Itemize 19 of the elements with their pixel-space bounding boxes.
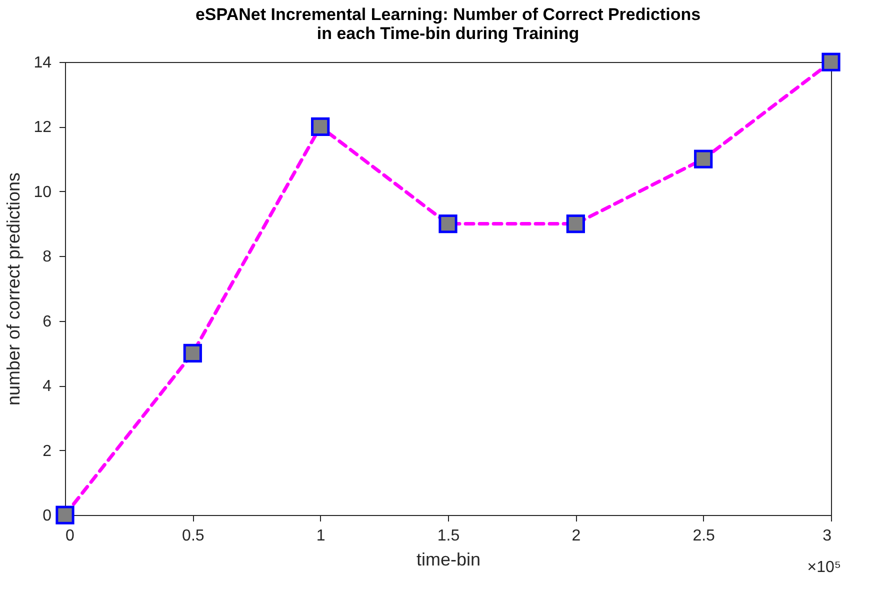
y-tick-label: 10 [34, 184, 52, 201]
x-tick-label: 2.5 [692, 528, 716, 544]
y-tick-label: 6 [42, 313, 52, 330]
y-tick-label: 12 [34, 119, 52, 136]
y-tick-label: 0 [42, 508, 52, 524]
x-tick-label: 1 [316, 528, 326, 544]
chart-title: eSPANet Incremental Learning: Number of Correct Predictions in each Time-bin during Training [195, 4, 701, 43]
y-axis-title: number of correct predictions [4, 172, 24, 406]
x-tick-label: 1.5 [437, 528, 460, 544]
y-tick-label: 4 [42, 378, 52, 396]
y-tick-label: 8 [42, 248, 52, 266]
x-tick-label: 3 [822, 528, 832, 544]
x-tick-label: 2 [572, 528, 581, 544]
x-tick-label: 0 [66, 528, 74, 544]
x-tick-label: 0.5 [182, 528, 204, 544]
y-tick-label: 14 [34, 54, 52, 72]
text: ×10⁵ [807, 559, 841, 576]
y-tick-label: 2 [42, 442, 52, 460]
x-axis-title: time-bin [416, 550, 481, 570]
